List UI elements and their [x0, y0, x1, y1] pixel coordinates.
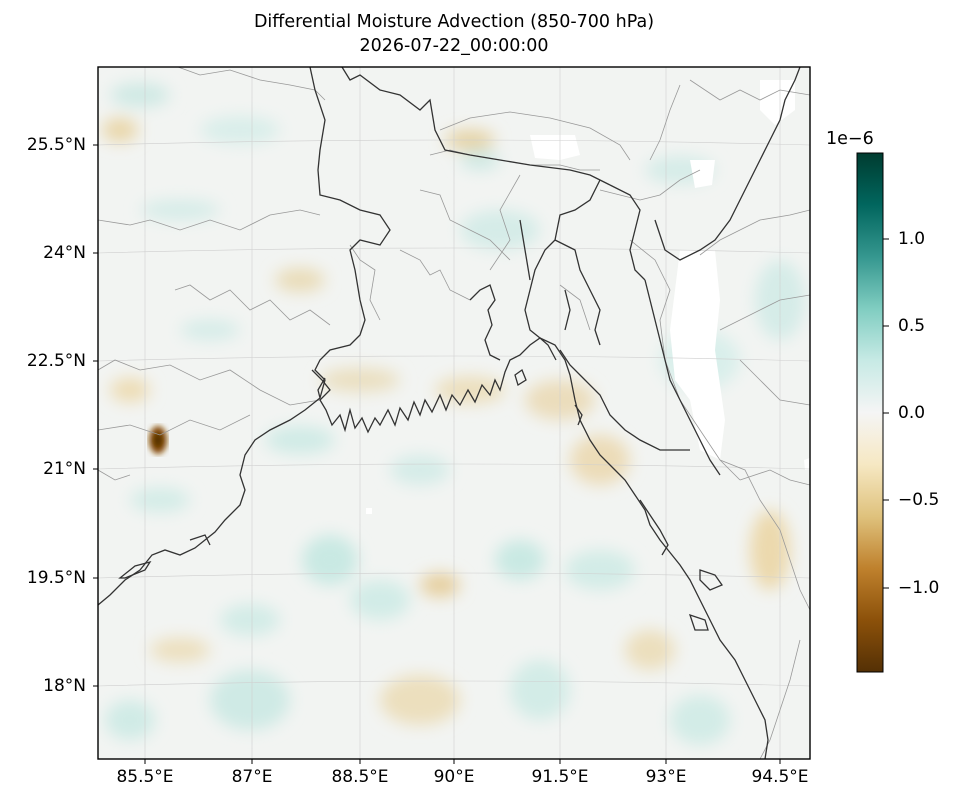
colorbar-tick-label: −1.0 [898, 578, 940, 598]
chart-title-line2: 2026-07-22_00:00:00 [359, 36, 549, 56]
colorbar-tick-label: 0.5 [898, 316, 926, 336]
strong-anomaly [149, 426, 167, 454]
x-tick-label: 87°E [231, 767, 273, 787]
x-tick-label: 93°E [645, 767, 687, 787]
x-tick-label: 94.5°E [751, 767, 809, 787]
gridlines [98, 67, 810, 759]
colorbar-tick-label: −0.5 [898, 490, 940, 510]
y-tick-label: 18°N [43, 676, 86, 696]
axis-ticks [93, 144, 781, 764]
colorbar-tick-label: 1.0 [898, 229, 926, 249]
x-tick-label: 88.5°E [331, 767, 389, 787]
coastlines [98, 67, 801, 759]
colorbar-ticks [883, 238, 889, 589]
x-tick-label: 91.5°E [531, 767, 589, 787]
state-borders [98, 67, 810, 759]
y-tick-label: 21°N [43, 459, 86, 479]
chart-title-line1: Differential Moisture Advection (850-700… [253, 12, 655, 32]
colorbar [856, 152, 884, 673]
x-tick-label: 85.5°E [116, 767, 174, 787]
y-tick-label: 19.5°N [26, 568, 86, 588]
colorbar-exponent-label: 1e−6 [826, 129, 874, 149]
x-tick-label: 90°E [433, 767, 475, 787]
colorbar-tick-label: 0.0 [898, 403, 926, 423]
y-tick-label: 24°N [43, 243, 86, 263]
y-tick-label: 22.5°N [26, 351, 86, 371]
y-tick-label: 25.5°N [26, 135, 86, 155]
